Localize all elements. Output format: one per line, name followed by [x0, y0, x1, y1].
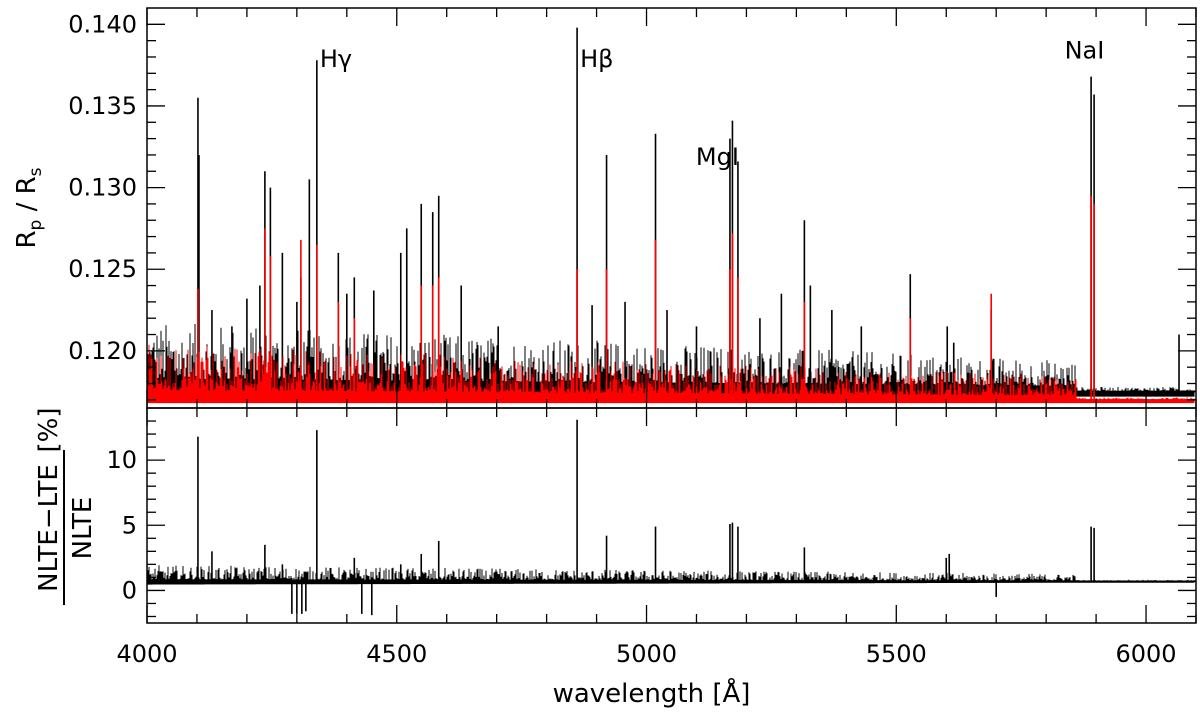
bottom-axis-ticks: 4000 4500 5000 5500 6000 0 5 10: [106, 408, 1197, 668]
top-y-tick-label: 0.135: [68, 92, 137, 120]
bottom-y-axis-title: NLTE−LTE NLTE [%]: [34, 408, 98, 605]
annotation-2: MgI: [696, 143, 739, 171]
bottom-plot-frame: [146, 407, 1197, 624]
top-panel: 0.120 0.125 0.130 0.135 0.140 Hγ Hβ MgI NaI Rp …: [12, 7, 1197, 409]
top-y-tick-label: 0.120: [68, 337, 137, 365]
x-tick-label: 4500: [366, 640, 427, 668]
x-axis-title: wavelength [Å]: [553, 677, 751, 709]
x-tick-label: 5500: [866, 640, 927, 668]
bottom-y-tick-label: 10: [106, 446, 137, 474]
annotation-3: NaI: [1065, 37, 1105, 65]
top-y-tick-label: 0.130: [68, 174, 137, 202]
annotation-1: Hβ: [580, 45, 613, 73]
line-annotations: Hγ Hβ MgI NaI: [320, 37, 1105, 171]
top-red-noise: [147, 344, 1195, 404]
fraction-denominator: NLTE: [68, 497, 98, 560]
top-y-tick-label: 0.125: [68, 255, 137, 283]
x-tick-label: 6000: [1116, 640, 1177, 668]
fraction-numerator: NLTE−LTE: [34, 464, 64, 592]
top-series-red: [147, 195, 1196, 404]
bottom-series-black: [147, 419, 1196, 616]
bottom-y-tick-label: 5: [122, 511, 137, 539]
x-tick-label: 5000: [616, 640, 677, 668]
bottom-y-tick-label: 0: [122, 576, 137, 604]
top-axis-ticks: 0.120 0.125 0.130 0.135 0.140: [68, 8, 1197, 408]
fraction-unit: [%]: [34, 408, 64, 453]
fraction-label: NLTE−LTE NLTE [%]: [34, 408, 98, 605]
annotation-0: Hγ: [320, 45, 352, 73]
top-series-black: [147, 27, 1196, 397]
x-tick-label: 4000: [116, 640, 177, 668]
top-y-tick-label: 0.140: [68, 10, 137, 38]
top-y-axis-title: Rp / Rs: [12, 167, 46, 248]
bottom-panel: 4000 4500 5000 5500 6000 0 5 10 NLTE−LTE NLTE [%]…: [34, 407, 1197, 709]
